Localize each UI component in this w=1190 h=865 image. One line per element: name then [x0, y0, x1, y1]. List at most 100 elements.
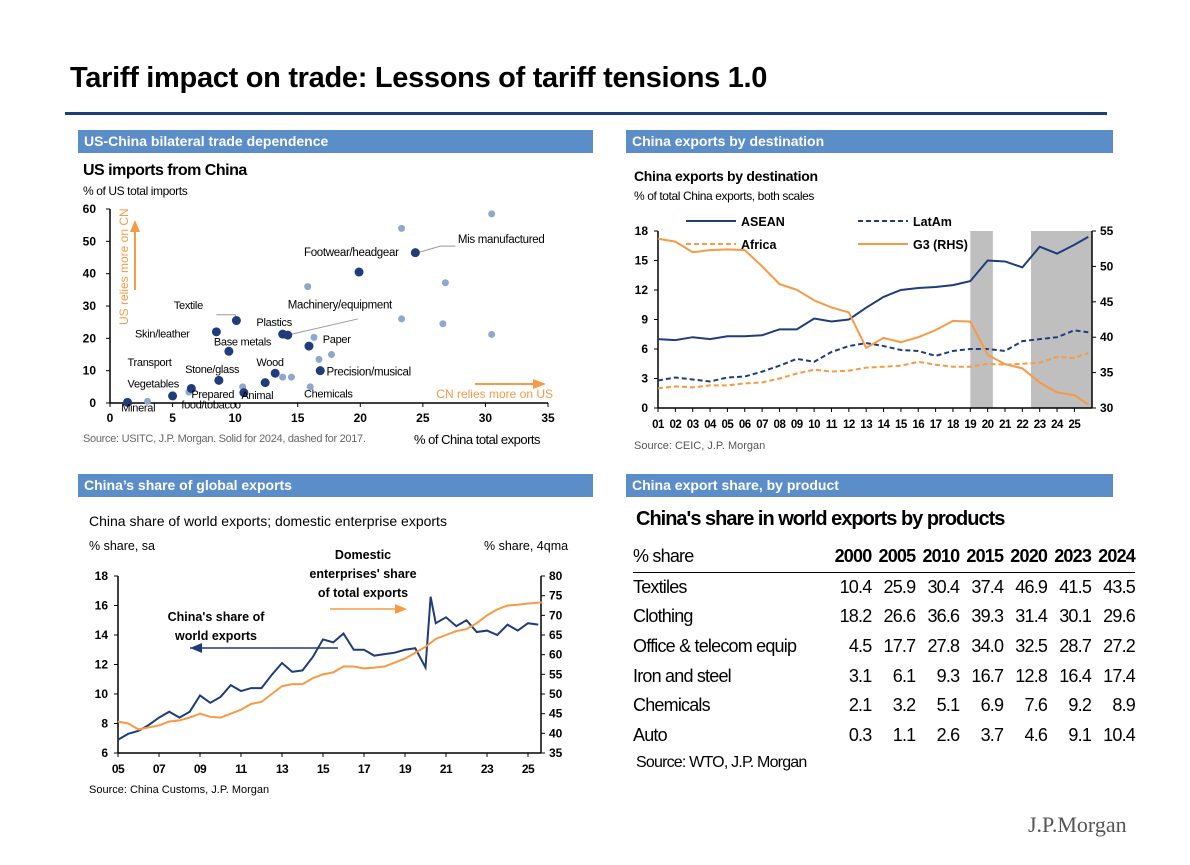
- y-tick-label: 20: [83, 331, 97, 345]
- x-tick-label: 07: [153, 762, 166, 776]
- x-tick-label: 15: [317, 762, 330, 776]
- x-tick-label: 0: [107, 411, 114, 425]
- chart1-title: US imports from China: [83, 162, 247, 179]
- table-cell: 31.4: [1015, 606, 1048, 627]
- point-2017: [287, 373, 295, 381]
- chart2-title: China exports by destination: [634, 168, 818, 184]
- table-cell: 16.4: [1059, 665, 1092, 686]
- y-tick-label: 40: [83, 267, 97, 281]
- point-2024: [304, 341, 314, 351]
- table-cell: 12.8: [1015, 665, 1048, 686]
- point-label: Base metals: [214, 336, 272, 348]
- table-cell: Chemicals: [633, 695, 711, 716]
- table-header-cell: 2005: [871, 542, 916, 573]
- table-cell: 30.4: [927, 576, 960, 597]
- point-2024: [168, 391, 178, 401]
- legend-label: ASEAN: [741, 215, 785, 229]
- table-cell: 32.5: [1015, 636, 1048, 657]
- arrow-up-head: [130, 220, 140, 232]
- series-line-africa: [657, 351, 1089, 390]
- x-tick-label: 07: [756, 419, 768, 431]
- table-cell: Auto: [633, 724, 668, 745]
- x-tick-label: 02: [669, 419, 681, 431]
- y-tick-label: 10: [95, 687, 109, 701]
- chart2-source: Source: CEIC, J.P. Morgan: [634, 440, 766, 452]
- x-tick-label: 11: [826, 419, 838, 431]
- table-title: China's share in world exports by produc…: [636, 508, 1005, 530]
- table-cell: 10.4: [839, 576, 873, 597]
- point-label: Skin/leather: [135, 328, 190, 340]
- table-header-cell: 2010: [915, 542, 960, 573]
- table-cell: 17.4: [1103, 665, 1136, 686]
- table-cell: 4.6: [1024, 724, 1048, 745]
- y2-tick-label: 50: [549, 687, 563, 701]
- point-2017: [328, 351, 336, 358]
- y2-tick-label: 40: [549, 726, 563, 740]
- y-tick-label: 18: [635, 224, 649, 238]
- table-cell: 16.7: [971, 665, 1004, 686]
- chart3-series1-annotation: China's share of world exports: [167, 610, 265, 643]
- x-tick-label: 06: [739, 419, 751, 431]
- table-header-cell: % share: [633, 542, 828, 573]
- point-2017: [315, 355, 323, 363]
- table-row: Chemicals 2.1 3.2 5.1 6.9 7.6 9.2 8.9: [633, 691, 1136, 721]
- y2-tick-label: 35: [549, 746, 563, 760]
- point-label: Prepared: [191, 389, 234, 401]
- point-2024: [260, 378, 270, 388]
- table-cell: 17.7: [883, 636, 917, 657]
- y2-tick-label: 45: [549, 707, 563, 721]
- table-cell: 43.5: [1103, 576, 1136, 597]
- y-tick-label: 3: [641, 372, 648, 386]
- jpmorgan-logo: J.P.Morgan: [1028, 812, 1127, 837]
- y2-tick-label: 65: [549, 628, 563, 642]
- table-cell: 6.1: [892, 665, 916, 686]
- x-tick-label: 19: [399, 762, 412, 776]
- y2-tick-label: 30: [1100, 401, 1114, 415]
- x-tick-label: 15: [291, 411, 305, 425]
- table-cell: 27.2: [1103, 636, 1136, 657]
- x-tick-label: 15: [895, 419, 908, 431]
- arrow-right-head: [395, 604, 407, 614]
- point-2024: [123, 397, 133, 407]
- y-tick-label: 0: [641, 401, 648, 415]
- point-label: Animal: [241, 390, 273, 402]
- table-cell: 25.9: [883, 576, 917, 597]
- table-cell: 5.1: [936, 695, 960, 716]
- table-cell: Clothing: [633, 606, 693, 627]
- section-header-trade-dependence: US-China bilateral trade dependence: [78, 130, 593, 153]
- table-header-cell: 2024: [1091, 542, 1136, 573]
- x-tick-label: 17: [930, 419, 942, 431]
- table-cell: 41.5: [1059, 576, 1092, 597]
- table-cell: 37.4: [971, 576, 1004, 597]
- point-label: Mis manufactured: [458, 234, 545, 246]
- x-tick-label: 21: [999, 419, 1012, 431]
- y-tick-label: 10: [83, 364, 97, 378]
- table-cell: Textiles: [633, 576, 687, 597]
- x-tick-label: 14: [878, 419, 891, 431]
- y-tick-label: 30: [83, 299, 97, 313]
- leader-line: [417, 245, 456, 254]
- table-cell: 0.3: [848, 724, 872, 745]
- x-tick-label: 25: [522, 762, 535, 776]
- point-label: food/tobacco: [181, 399, 241, 411]
- table-cell: Office & telecom equip: [633, 636, 797, 657]
- table-cell: 34.0: [971, 636, 1004, 657]
- chart1-subtitle: % of US total imports: [83, 184, 188, 198]
- point-label: Precision/musical: [326, 367, 410, 379]
- chart2-subtitle: % of total China exports, both scales: [634, 189, 814, 203]
- y-tick-label: 0: [89, 396, 96, 410]
- table-cell: 9.2: [1068, 695, 1092, 716]
- series-line-asean: [657, 236, 1089, 342]
- legend-label: Africa: [741, 238, 777, 252]
- point-2024: [410, 248, 420, 258]
- x-tick-label: 10: [808, 419, 820, 431]
- x-tick-label: 23: [1034, 419, 1046, 431]
- point-label: Textile: [174, 300, 203, 312]
- y-tick-label: 6: [641, 342, 648, 356]
- table-cell: 3.2: [892, 695, 916, 716]
- x-tick-label: 35: [541, 411, 555, 425]
- table-cell: Iron and steel: [633, 665, 732, 686]
